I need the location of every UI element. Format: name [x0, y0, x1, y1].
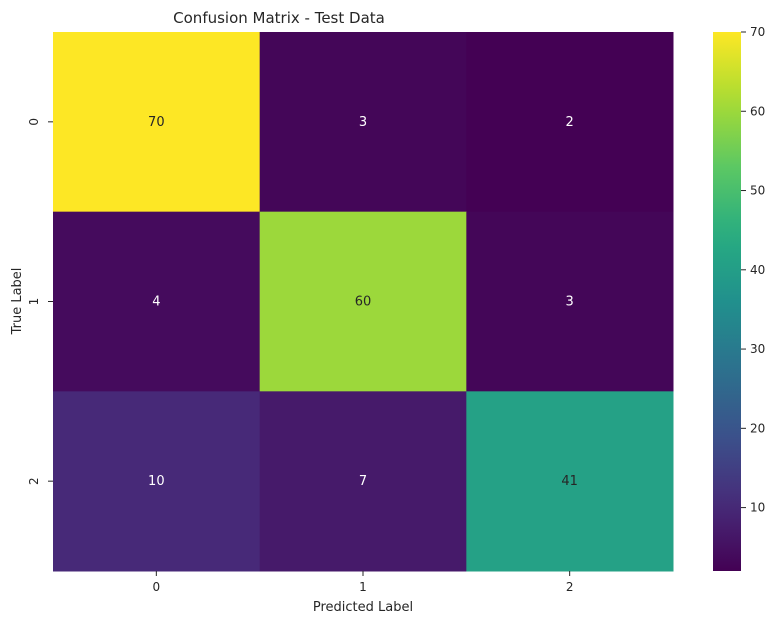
heatmap-cell-1-0	[53, 211, 261, 392]
colorbar: 10 20 30 40 50 60 70	[713, 25, 765, 571]
cell-value-label-0-2: 2	[566, 115, 574, 130]
heatmap-cell-1-1	[259, 211, 467, 392]
y-tick-label-1: 1	[27, 298, 41, 306]
x-axis: 0 1 2	[153, 571, 574, 594]
colorbar-tick-label-3: 40	[750, 263, 765, 277]
colorbar-tick-label-2: 30	[750, 342, 765, 356]
heatmap-cell-1-2	[466, 211, 674, 392]
x-axis-label: Predicted Label	[313, 600, 413, 615]
cell-value-label-0-1: 3	[359, 115, 367, 130]
y-axis-label: True Label	[10, 268, 25, 336]
cell-value-label-1-0: 4	[152, 295, 160, 310]
colorbar-tick-label-0: 10	[750, 501, 765, 515]
heatmap-cell-2-2	[466, 391, 674, 572]
x-tick-label-2: 2	[566, 580, 574, 594]
x-tick-label-0: 0	[153, 580, 161, 594]
colorbar-tick-label-4: 50	[750, 184, 765, 198]
cell-value-label-1-1: 60	[355, 295, 372, 310]
heatmap-cell-0-2	[466, 32, 674, 213]
heatmap-cells: 70 3 2 4 60 3 10 7 41	[53, 32, 674, 572]
cell-value-label-1-2: 3	[566, 295, 574, 310]
heatmap-cell-0-0	[53, 32, 261, 213]
heatmap-cell-2-1	[259, 391, 467, 572]
colorbar-tick-label-5: 60	[750, 104, 765, 118]
y-tick-label-0: 0	[27, 118, 41, 126]
cell-value-label-0-0: 70	[148, 115, 165, 130]
chart-title: Confusion Matrix - Test Data	[173, 9, 385, 27]
x-tick-label-1: 1	[359, 580, 367, 594]
y-axis: 0 1 2	[27, 118, 53, 485]
heatmap-cell-0-1	[259, 32, 467, 213]
colorbar-tick-label-6: 70	[750, 25, 765, 39]
cell-value-label-2-0: 10	[148, 474, 165, 489]
heatmap-cell-2-0	[53, 391, 261, 572]
colorbar-gradient	[713, 32, 741, 571]
cell-value-label-2-2: 41	[561, 474, 578, 489]
cell-value-label-2-1: 7	[359, 474, 367, 489]
y-tick-label-2: 2	[27, 477, 41, 485]
colorbar-tick-label-1: 20	[750, 421, 765, 435]
